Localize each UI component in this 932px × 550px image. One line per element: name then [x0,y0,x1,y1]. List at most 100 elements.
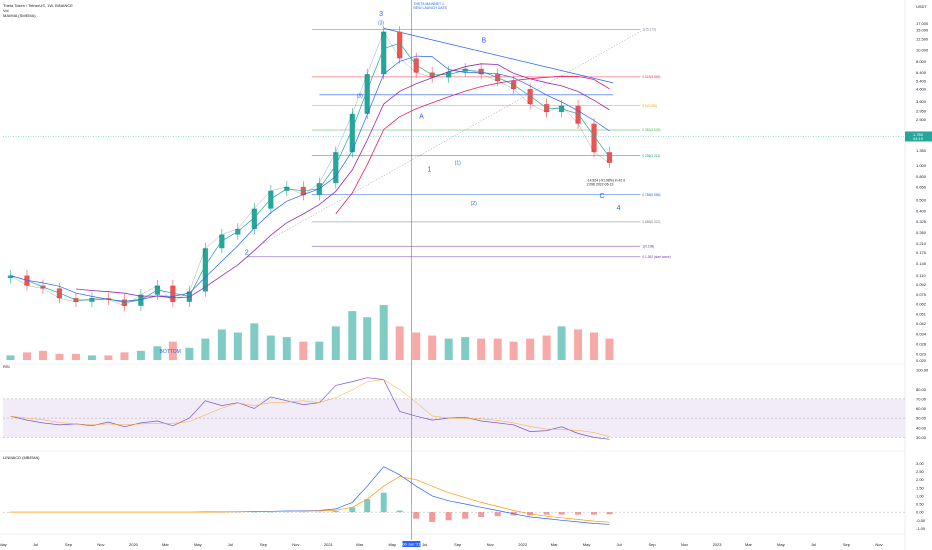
candle-body [268,190,274,209]
macd-histogram-bar [445,512,452,521]
x-axis-tick-label: Jul [422,542,427,547]
x-axis-tick-label: Mar [356,542,364,547]
ma-fast-line [10,42,610,303]
volume-bar [201,338,210,360]
price-tick-label: 0.034 [916,332,927,337]
price-tick-label: 2.950 [916,109,927,114]
x-axis-tick-label: Mar [551,542,559,547]
x-axis-tick-label: Nov [292,542,299,547]
measure-label: -14.924 (-91.98%) in 42 d [587,179,626,183]
price-tick-label: 0.325 [916,219,927,224]
rsi-legend[interactable]: RSI [3,364,10,369]
price-tick-label: 0.400 [916,209,927,214]
macd-tick-label: -0.50 [916,518,926,523]
volume-bar [55,353,64,360]
volume-bar [444,338,453,360]
price-tick-label: 0.051 [916,311,927,316]
volume-bar [379,305,388,360]
x-axis-tick-label: May [0,542,7,547]
x-axis-tick-label: Jul [617,542,622,547]
last-price-value: 1.780 [913,132,924,137]
macd-histogram-bar [349,507,356,513]
macd-histogram-bar [429,512,436,522]
volume-bar [590,332,599,360]
macd-histogram-bar [543,512,550,515]
x-axis-tick-label: May [388,542,396,547]
volume-legend[interactable]: Vol [3,8,9,13]
x-axis-tick-label: Sep [260,542,268,547]
price-tick-label: 10.000 [916,48,929,53]
volume-bar [217,329,226,360]
fib-level-label: 0.618(5.865) [642,75,660,79]
x-axis-tick-label: May [777,542,785,547]
volume-bar [22,352,31,360]
candle-body [251,208,257,229]
price-tick-label: 12.500 [916,37,929,42]
price-tick-label: 0.075 [916,292,927,297]
price-tick-label: 2.500 [916,117,927,122]
currency-label: USDT [916,4,927,9]
volume-bar [428,335,437,360]
elliott-wave-label: (2) [471,201,477,207]
wave-b-trendline [383,27,614,84]
price-tick-label: 1.350 [916,148,927,153]
rsi-tick-label: 40.00 [916,425,927,430]
candle-body [606,152,613,163]
macd-histogram-bar [364,499,371,513]
volume-bar [605,338,614,360]
volume-bar [185,347,194,360]
rsi-tick-label: 70.00 [916,396,927,401]
macd-legend[interactable]: LINMACD (MBEMA) [3,455,40,460]
rsi-tick-label: 100.00 [916,368,929,373]
price-tick-label: 0.260 [916,230,927,235]
volume-bar [38,350,47,360]
macd-histogram-bar [380,492,387,513]
volume-bar [526,338,535,360]
x-axis-tick-label: May [583,542,591,547]
macd-histogram-bar [558,512,565,515]
elliott-wave-label: (3) [357,93,363,99]
x-axis-tick-label: Sep [843,542,851,547]
price-tick-label: 1.000 [916,163,927,168]
ma-long-line [335,75,610,214]
x-axis-tick-label: Jul [228,542,233,547]
macd-histogram-bar [413,512,420,519]
candle-body [575,105,581,124]
fib-level-label: 1(15.173) [642,28,656,32]
candle-body [527,89,533,105]
fib-level-label: 0.382(2.026) [642,128,660,132]
x-axis-tick-label: Jul [33,542,38,547]
macd-histogram-bar [606,512,613,515]
symbol-title[interactable]: Theta Token / TetherUS, 1W, BINANCE [3,3,73,8]
macd-histogram-bar [575,512,582,515]
volume-bar [509,341,518,360]
x-axis-tick-label: Sep [454,542,462,547]
candle-body [591,123,597,153]
volume-bar [6,355,15,360]
macd-tick-label: 0.50 [916,502,925,507]
macd-signal-line [10,476,610,523]
candle-body [170,285,176,302]
macd-line [10,466,610,525]
price-tick-label: 0.042 [916,321,927,326]
price-tick-label: 5.400 [916,79,927,84]
elliott-wave-label: 1 [428,167,432,174]
elliott-wave-label: (1) [455,160,461,166]
event-note-label: NEW LAUNCH DATE [413,6,447,10]
rsi-tick-label: 30.00 [916,435,927,440]
rsi-ma-line [10,379,610,437]
ma-legend[interactable]: MAVMA (SMEMA) [3,13,36,18]
volume-bar [412,332,421,360]
candle-body [364,74,370,114]
candle-body [349,113,355,153]
last-price-countdown: 04:19 [913,136,924,141]
rsi-tick-label: 80.00 [916,387,927,392]
price-tick-label: 17.000 [916,21,929,26]
volume-bar [331,326,340,360]
macd-tick-label: 3.00 [916,461,925,466]
elliott-wave-label: (3) [378,20,384,26]
x-axis-tick-label: Nov [97,542,104,547]
volume-bar [168,341,177,360]
